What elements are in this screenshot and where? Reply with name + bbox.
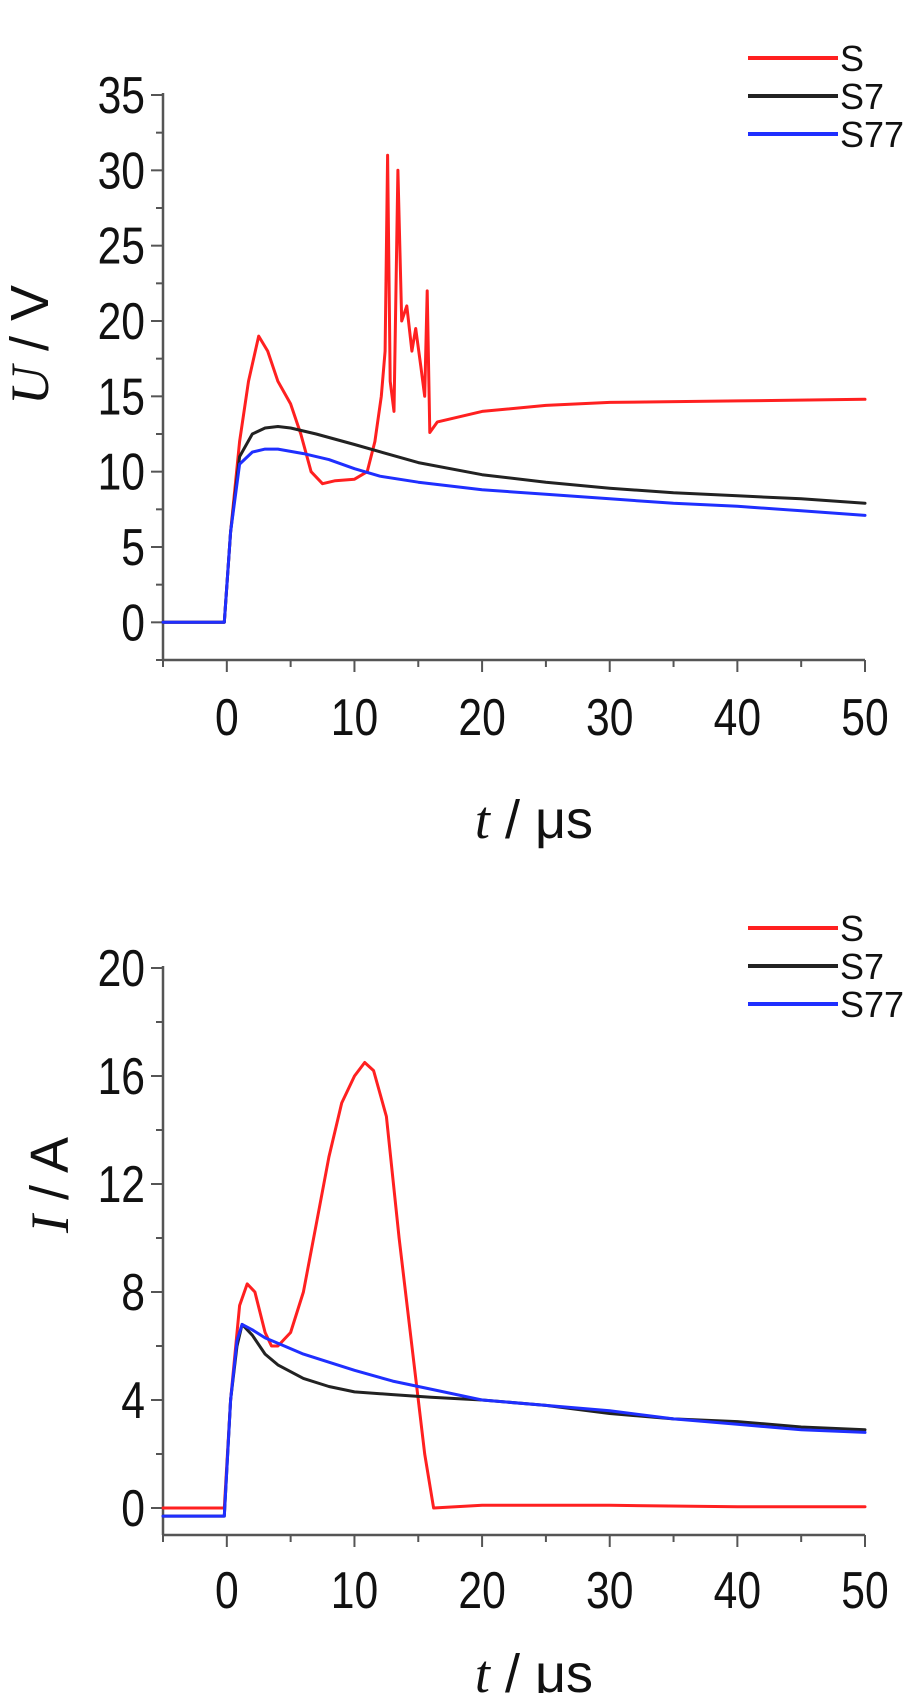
x-tick-label: 0 — [215, 689, 239, 747]
x-tick-label: 40 — [714, 689, 761, 747]
legend-label-s77: S77 — [840, 984, 904, 1025]
x-tick-label: 0 — [215, 1562, 239, 1620]
series-line-s — [161, 153, 867, 624]
series-line-s7 — [161, 425, 867, 624]
x-axis-label: t / μs — [475, 1644, 593, 1693]
x-tick-label: 10 — [331, 689, 378, 747]
y-tick-label: 15 — [98, 368, 145, 426]
y-tick-label: 5 — [121, 519, 145, 577]
series-line-s — [161, 1061, 867, 1510]
legend-label-s7: S7 — [840, 946, 884, 987]
y-tick-label: 0 — [121, 594, 145, 652]
y-tick-label: 30 — [98, 142, 145, 200]
x-tick-label: 20 — [458, 1562, 505, 1620]
x-tick-label: 20 — [458, 689, 505, 747]
y-tick-label: 20 — [98, 293, 145, 351]
y-tick-label: 12 — [98, 1156, 145, 1214]
y-tick-label: 35 — [98, 67, 145, 125]
legend-label-s77: S77 — [840, 114, 904, 155]
y-tick-label: 20 — [98, 940, 145, 998]
y-tick-label: 10 — [98, 444, 145, 502]
series-line-s77 — [161, 1322, 867, 1518]
y-axis-label: I / A — [20, 1137, 80, 1234]
y-axis-label: U / V — [0, 285, 60, 405]
y-tick-label: 0 — [121, 1480, 145, 1538]
legend-label-s: S — [840, 908, 864, 949]
y-tick-label: 25 — [98, 218, 145, 276]
x-tick-label: 50 — [841, 689, 888, 747]
voltage-chart: 0 10 20 30 40 50 0 5 10 15 20 25 30 35 t / μs U / V SS7S… — [0, 38, 904, 850]
x-tick-label: 30 — [586, 689, 633, 747]
x-tick-label: 30 — [586, 1562, 633, 1620]
x-tick-label: 10 — [331, 1562, 378, 1620]
x-tick-label: 50 — [841, 1562, 888, 1620]
y-tick-label: 4 — [121, 1372, 145, 1430]
series-line-s7 — [161, 1322, 867, 1518]
x-tick-label: 40 — [714, 1562, 761, 1620]
series-line-s77 — [161, 447, 867, 624]
legend-label-s: S — [840, 38, 864, 79]
y-tick-label: 8 — [121, 1264, 145, 1322]
y-tick-label: 16 — [98, 1048, 145, 1106]
x-axis-label: t / μs — [475, 790, 593, 850]
legend-label-s7: S7 — [840, 76, 884, 117]
